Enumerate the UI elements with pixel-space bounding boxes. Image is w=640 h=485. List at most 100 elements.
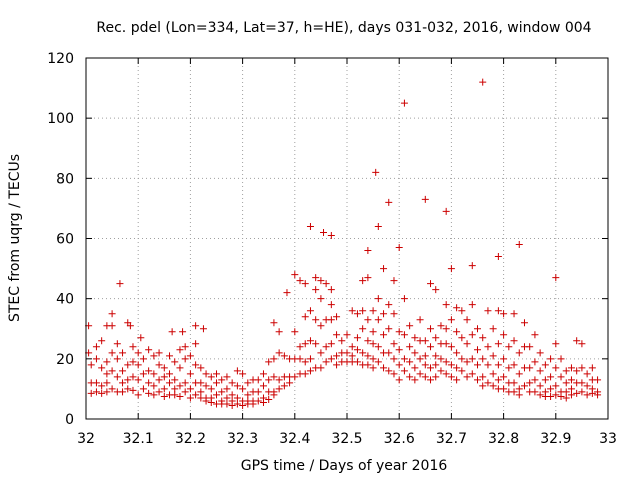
data-point [296, 355, 304, 363]
data-point [578, 340, 586, 348]
data-point [411, 349, 419, 357]
data-point [583, 370, 591, 378]
data-point [301, 340, 309, 348]
data-point [494, 253, 502, 261]
data-point [359, 277, 367, 285]
data-point [416, 355, 424, 363]
data-point [479, 355, 487, 363]
data-point [176, 382, 184, 390]
data-point [359, 325, 367, 333]
data-point [421, 337, 429, 345]
data-point [385, 301, 393, 309]
data-point [306, 222, 314, 230]
data-point [249, 400, 257, 408]
data-point [541, 376, 549, 384]
data-point [333, 352, 341, 360]
data-point [479, 334, 487, 342]
data-point [113, 340, 121, 348]
data-point [179, 328, 187, 336]
data-point [160, 373, 168, 381]
data-point [432, 334, 440, 342]
data-point [400, 99, 408, 107]
data-point [353, 346, 361, 354]
data-point [484, 361, 492, 369]
data-point [296, 277, 304, 285]
data-point [380, 265, 388, 273]
x-tick-label: 33 [599, 431, 617, 447]
data-point [400, 355, 408, 363]
data-point [526, 379, 534, 387]
y-axis-label: STEC from uqrg / TECUs [7, 154, 23, 322]
data-point [374, 343, 382, 351]
data-point [562, 379, 570, 387]
data-point [181, 343, 189, 351]
x-tick-label: 32.1 [123, 431, 154, 447]
data-point [317, 364, 325, 372]
data-point [447, 316, 455, 324]
data-point [427, 280, 435, 288]
data-point [166, 379, 174, 387]
data-point [139, 385, 147, 393]
data-point [385, 349, 393, 357]
data-point [275, 328, 283, 336]
data-point [364, 274, 372, 282]
data-point [176, 346, 184, 354]
data-point [411, 376, 419, 384]
data-point [301, 370, 309, 378]
data-point [447, 343, 455, 351]
data-point [458, 367, 466, 375]
data-point [573, 389, 581, 397]
data-point [510, 337, 518, 345]
data-point [442, 207, 450, 215]
data-point [139, 370, 147, 378]
data-point [500, 373, 508, 381]
data-point [526, 343, 534, 351]
data-point [489, 370, 497, 378]
data-point [338, 337, 346, 345]
data-point [317, 322, 325, 330]
data-point [155, 376, 163, 384]
data-point [317, 277, 325, 285]
data-point [327, 316, 335, 324]
data-point [192, 340, 200, 348]
data-point [364, 352, 372, 360]
data-point [119, 367, 127, 375]
data-point [583, 382, 591, 390]
data-point [369, 355, 377, 363]
data-point [406, 322, 414, 330]
data-point [129, 358, 137, 366]
data-point [442, 301, 450, 309]
data-point [150, 391, 158, 399]
data-point [494, 376, 502, 384]
y-tick-label: 60 [56, 232, 74, 248]
data-point [364, 316, 372, 324]
x-tick-label: 32.8 [488, 431, 519, 447]
data-point [103, 370, 111, 378]
data-point [150, 370, 158, 378]
data-point [536, 367, 544, 375]
data-point [494, 307, 502, 315]
data-point [567, 376, 575, 384]
data-point [557, 392, 565, 400]
data-point [562, 367, 570, 375]
data-point [500, 355, 508, 363]
data-point [197, 364, 205, 372]
data-point [427, 376, 435, 384]
data-point [364, 361, 372, 369]
data-point [552, 340, 560, 348]
data-point [458, 307, 466, 315]
x-tick-label: 32.2 [175, 431, 206, 447]
data-point [92, 355, 100, 363]
data-point [578, 379, 586, 387]
data-point [98, 389, 106, 397]
data-point [406, 373, 414, 381]
data-point [588, 389, 596, 397]
data-point [594, 376, 602, 384]
data-point [166, 352, 174, 360]
data-point [479, 78, 487, 86]
data-point [312, 274, 320, 282]
x-tick-label: 32.9 [540, 431, 571, 447]
data-point [160, 385, 168, 393]
data-point [557, 355, 565, 363]
